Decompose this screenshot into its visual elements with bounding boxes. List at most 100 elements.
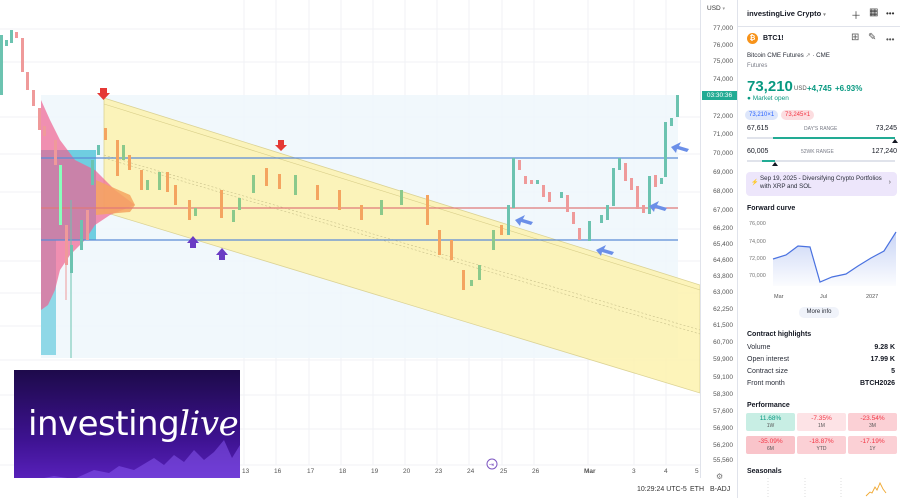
52wk-range-low: 60,005 (747, 148, 769, 155)
clock-time: 10:29:24 UTC-5 (637, 486, 687, 493)
time-axis-label: 16 (274, 468, 282, 475)
price-axis-label: 62,250 (713, 306, 733, 313)
seasonals-title: Seasonals (747, 468, 782, 475)
currency-selector[interactable]: USD ▾ (707, 5, 726, 12)
price-axis-label: 70,000 (713, 150, 733, 157)
open-interest-value: 17.99 K (870, 356, 895, 363)
more-info-button[interactable]: More info (799, 307, 839, 318)
chevron-right-icon: › (888, 179, 891, 186)
adjustment-toggle[interactable]: B-ADJ (710, 486, 731, 493)
front-month-label: Front month (747, 380, 785, 387)
market-status: ● Market open (747, 95, 789, 102)
days-range-label: DAY'S RANGE (804, 126, 838, 132)
time-axis-label: 5 (695, 468, 699, 475)
days-range-bar (747, 137, 895, 139)
perf-1m[interactable]: -7.35% 1M (797, 413, 846, 431)
price-axis[interactable]: USD ▾ 03:30:36 77,000 76,000 75,000 74,000 7… (700, 0, 737, 478)
svg-text:Jul: Jul (820, 294, 827, 300)
contract-size-label: Contract size (747, 368, 788, 375)
time-axis-label: 3 (632, 468, 636, 475)
time-axis-label: 19 (371, 468, 379, 475)
add-symbol-icon[interactable]: ＋ (851, 11, 861, 22)
perf-ytd[interactable]: -18.87% YTD (797, 436, 846, 454)
front-month-value: BTCH2026 (859, 380, 895, 387)
perf-6m[interactable]: -35.09% 6M (746, 436, 795, 454)
price-axis-label: 77,000 (713, 25, 733, 32)
price-axis-label: 61,500 (713, 322, 733, 329)
price-axis-label: 63,000 (713, 289, 733, 296)
ask-chip[interactable]: 73,245×1 (781, 110, 815, 120)
52wk-range-marker (772, 162, 778, 166)
time-axis-label: 26 (532, 468, 540, 475)
flash-icon: ⚡ (751, 180, 759, 186)
logo-text: investinglive (28, 404, 239, 444)
external-link-icon: ↗ (805, 52, 811, 59)
svg-text:74,000: 74,000 (749, 239, 766, 245)
time-axis-label: 18 (339, 468, 347, 475)
52wk-range-bar (747, 160, 895, 162)
forward-curve-chart[interactable]: 76,000 74,000 72,000 70,000 Mar Jul 2027 (738, 214, 900, 304)
bid-chip[interactable]: 73,210×1 (745, 110, 779, 120)
chart-area[interactable]: ⇥ 13 16 17 18 19 20 23 24 25 26 Mar 3 4 5 investingli… (0, 0, 700, 478)
price-axis-label: 67,000 (713, 207, 733, 214)
watchlist-title[interactable]: investingLive Crypto ▾ (747, 9, 826, 18)
watchlist-header: investingLive Crypto ▾ ＋ ▦ ••• (738, 0, 900, 27)
symbol-description[interactable]: Bitcoin CME Futures ↗ · CME (747, 52, 830, 59)
symbol-ticker: BTC1! (763, 35, 784, 42)
price-change-pct: +6.93% (835, 84, 863, 93)
time-axis[interactable]: 13 16 17 18 19 20 23 24 25 26 Mar 3 4 5 (0, 465, 700, 478)
price-axis-label: 58,300 (713, 391, 733, 398)
volume-profile (41, 100, 135, 355)
perf-1y[interactable]: -17.19% 1Y (848, 436, 897, 454)
perf-1w[interactable]: 11.68% 1W (746, 413, 795, 431)
status-bar: 10:29:24 UTC-5 ETH B-ADJ (0, 484, 737, 498)
layout-icon[interactable]: ▦ (869, 7, 879, 18)
price-axis-label: 69,000 (713, 169, 733, 176)
svg-text:Mar: Mar (774, 294, 784, 300)
price-axis-label: 68,000 (713, 188, 733, 195)
contract-size-value: 5 (891, 368, 895, 375)
seasonals-chart[interactable] (738, 478, 900, 498)
symbol-more-icon[interactable]: ••• (886, 35, 895, 44)
price-axis-label: 64,600 (713, 257, 733, 264)
status-dot-icon: ● (747, 95, 751, 102)
news-item[interactable]: ⚡ Sep 19, 2025 - Diversifying Crypto Por… (746, 172, 897, 196)
volume-label: Volume (747, 344, 771, 351)
perf-3m[interactable]: -23.54% 3M (848, 413, 897, 431)
price-axis-label: 65,400 (713, 241, 733, 248)
time-axis-label: 13 (242, 468, 250, 475)
contract-highlights-title: Contract highlights (747, 331, 812, 338)
grid-view-icon[interactable]: ⊞ (851, 32, 860, 43)
price-axis-label: 56,200 (713, 442, 733, 449)
price-axis-label: 72,000 (713, 113, 733, 120)
svg-text:⇥: ⇥ (489, 462, 494, 469)
symbol-type: Futures (747, 63, 768, 69)
investinglive-logo: investinglive (14, 370, 240, 478)
candlestick-chart[interactable]: ⇥ (0, 0, 700, 478)
price-change: +4,745 (807, 84, 832, 93)
52wk-range-label: 52WK RANGE (801, 149, 834, 155)
session-toggle[interactable]: ETH (690, 486, 704, 493)
current-price-tag: 03:30:36 (702, 91, 737, 100)
edit-note-icon[interactable]: ✎ (868, 32, 877, 43)
price-axis-label: 71,000 (713, 131, 733, 138)
price-axis-label: 60,700 (713, 339, 733, 346)
time-axis-label: 4 (664, 468, 668, 475)
price-axis-label: 66,200 (713, 225, 733, 232)
price-axis-label: 76,000 (713, 42, 733, 49)
more-options-icon[interactable]: ••• (886, 9, 895, 18)
open-interest-label: Open interest (747, 356, 790, 363)
price-axis-label: 75,000 (713, 58, 733, 65)
price-axis-label: 57,600 (713, 408, 733, 415)
forward-curve-title: Forward curve (747, 205, 796, 212)
price-currency: USD (794, 86, 807, 92)
watchlist-sidebar: investingLive Crypto ▾ ＋ ▦ ••• ₿ BTC1! ⊞… (737, 0, 900, 498)
news-headline: Sep 19, 2025 - Diversifying Crypto Portf… (760, 175, 882, 190)
price-axis-label: 55,560 (713, 457, 733, 464)
bitcoin-icon: ₿ (747, 33, 758, 44)
settings-gear-icon[interactable]: ⚙ (716, 472, 724, 481)
price-axis-label: 59,100 (713, 374, 733, 381)
price-axis-label: 59,900 (713, 356, 733, 363)
time-axis-label: 20 (403, 468, 411, 475)
